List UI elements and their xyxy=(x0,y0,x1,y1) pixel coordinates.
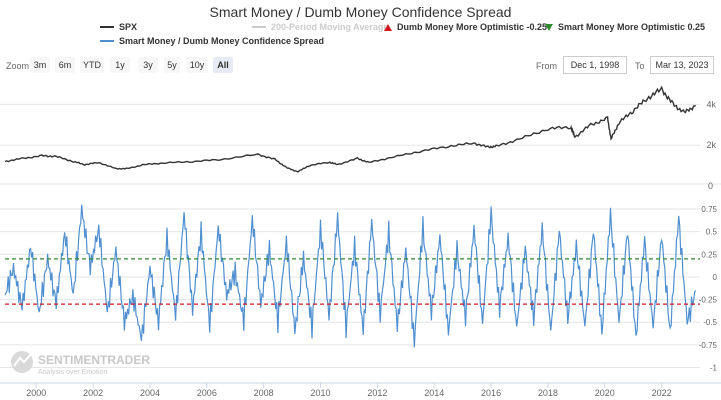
zoom-button-ytd[interactable]: YTD xyxy=(80,57,104,73)
legend-item-4[interactable]: Smart Money / Dumb Money Confidence Spre… xyxy=(100,36,324,46)
legend-swatch-icon xyxy=(252,26,266,28)
x-axis-tick-label: 2002 xyxy=(83,388,103,398)
zoom-button-3y[interactable]: 3y xyxy=(138,57,158,73)
legend-label: Smart Money More Optimistic 0.25 xyxy=(558,22,706,32)
x-axis-tick-label: 2000 xyxy=(26,388,46,398)
x-axis-tick-label: 2020 xyxy=(595,388,615,398)
spread-tick-label: -0.5 xyxy=(703,318,717,327)
zoom-button-10y[interactable]: 10y xyxy=(186,57,208,73)
range-to-input[interactable]: Mar 13, 2023 xyxy=(650,56,714,74)
x-axis-tick-label: 2008 xyxy=(254,388,274,398)
x-axis-tick-label: 2012 xyxy=(367,388,387,398)
spx-series-line xyxy=(4,85,697,173)
spread-tick-label: -1 xyxy=(710,363,718,372)
legend-swatch-icon xyxy=(545,23,553,31)
legend-label: 200-Period Moving Average xyxy=(271,22,389,32)
zoom-label: Zoom xyxy=(6,61,30,71)
zoom-button-6m[interactable]: 6m xyxy=(55,57,75,73)
x-axis-tick-label: 2018 xyxy=(538,388,558,398)
legend-item-2[interactable]: Dumb Money More Optimistic -0.25 xyxy=(384,22,547,32)
spread-series-line xyxy=(4,204,697,348)
spread-tick-label: 0.5 xyxy=(706,228,718,237)
zoom-button-1y[interactable]: 1y xyxy=(110,57,130,73)
spx-tick-zero: 0 xyxy=(708,181,713,191)
range-from-input[interactable]: Dec 1, 1998 xyxy=(563,56,627,74)
range-from-label: From xyxy=(536,61,557,71)
watermark-brand: SENTIMENTRADER xyxy=(38,353,150,367)
legend-swatch-icon xyxy=(100,26,114,28)
x-axis-tick-label: 2022 xyxy=(652,388,672,398)
x-axis-tick-label: 2006 xyxy=(197,388,217,398)
legend-label: Dumb Money More Optimistic -0.25 xyxy=(397,22,548,32)
spread-tick-label: 0.75 xyxy=(701,205,717,214)
legend-label: Smart Money / Dumb Money Confidence Spre… xyxy=(119,36,325,46)
x-axis-tick-label: 2010 xyxy=(311,388,331,398)
x-axis-tick-label: 2014 xyxy=(424,388,444,398)
legend-item-0[interactable]: SPX xyxy=(100,22,137,32)
watermark: SENTIMENTRADER Analysis over Emotion xyxy=(11,351,150,376)
legend-swatch-icon xyxy=(384,23,392,31)
watermark-chart-icon xyxy=(13,353,32,367)
legend-item-3[interactable]: Smart Money More Optimistic 0.25 xyxy=(545,22,705,32)
zoom-button-5y[interactable]: 5y xyxy=(164,57,180,73)
spread-tick-label: -0.25 xyxy=(699,296,718,305)
spread-tick-label: -0.75 xyxy=(699,341,718,350)
legend-swatch-icon xyxy=(100,40,114,42)
legend-label: SPX xyxy=(119,22,138,32)
spread-tick-label: 0 xyxy=(713,273,718,282)
x-axis-tick-label: 2016 xyxy=(481,388,501,398)
spread-tick-label: 0.25 xyxy=(701,250,717,259)
zoom-button-3m[interactable]: 3m xyxy=(30,57,50,73)
spx-tick-label: 2k xyxy=(706,140,716,150)
zoom-button-all[interactable]: All xyxy=(213,57,233,73)
watermark-tagline: Analysis over Emotion xyxy=(38,369,107,376)
spx-tick-label: 4k xyxy=(706,99,716,109)
range-to-label: To xyxy=(635,61,645,71)
x-axis-tick-label: 2004 xyxy=(140,388,160,398)
chart-title: Smart Money / Dumb Money Confidence Spre… xyxy=(209,4,512,20)
legend-item-1[interactable]: 200-Period Moving Average xyxy=(252,22,388,32)
